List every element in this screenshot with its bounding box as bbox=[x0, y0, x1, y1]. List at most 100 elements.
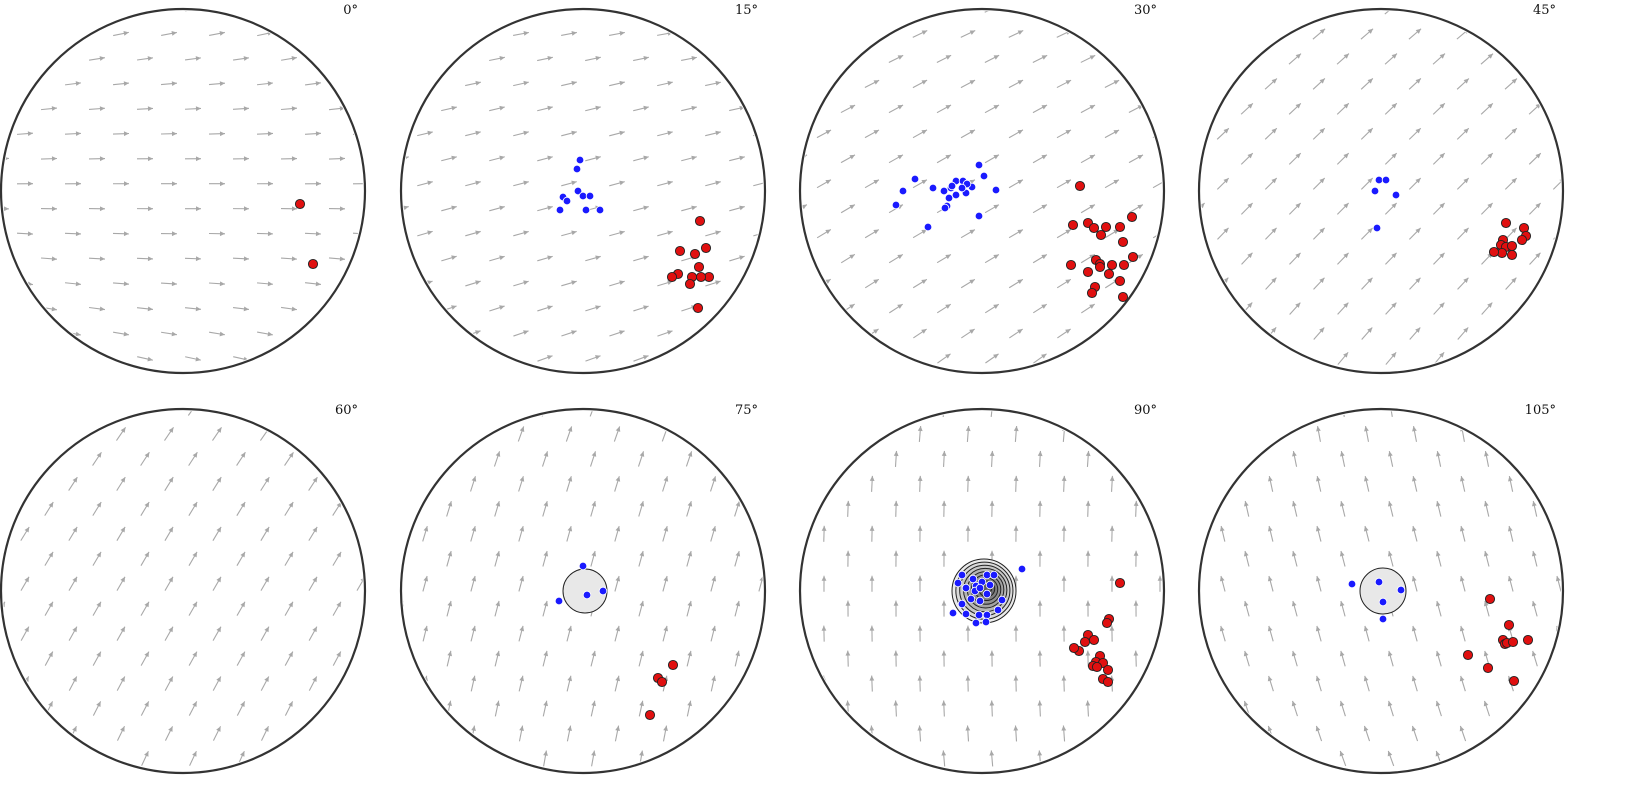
field-arrowhead bbox=[411, 332, 416, 337]
field-arrow bbox=[1581, 651, 1586, 666]
field-arrowhead bbox=[447, 551, 453, 557]
field-arrowhead bbox=[243, 256, 249, 262]
field-arrowhead bbox=[1201, 252, 1205, 259]
field-arrowhead bbox=[763, 280, 768, 285]
field-arrowhead bbox=[3, 357, 9, 362]
field-arrowhead bbox=[639, 551, 645, 557]
field-arrowhead bbox=[1243, 501, 1249, 507]
field-arrowhead bbox=[691, 55, 697, 61]
blue-point bbox=[1374, 175, 1384, 185]
field-arrow bbox=[350, 501, 355, 516]
field-arrowhead bbox=[567, 476, 573, 482]
field-arrowhead bbox=[1109, 525, 1115, 531]
field-arrow bbox=[1481, 351, 1493, 365]
field-arrow bbox=[751, 451, 753, 467]
field-arrow bbox=[380, 403, 390, 416]
field-arrowhead bbox=[384, 602, 389, 608]
field-arrow bbox=[1110, 725, 1114, 742]
field-arrowhead bbox=[1580, 601, 1585, 606]
field-arrowhead bbox=[567, 526, 573, 532]
blue-point bbox=[1391, 190, 1401, 200]
field-arrowhead bbox=[1439, 203, 1445, 209]
field-arrow bbox=[345, 306, 360, 312]
field-arrowhead bbox=[969, 30, 976, 35]
field-arrowhead bbox=[288, 651, 293, 658]
field-arrow bbox=[1170, 278, 1181, 290]
field-arrowhead bbox=[687, 700, 692, 707]
field-arrow bbox=[369, 82, 385, 85]
field-arrowhead bbox=[802, 55, 808, 60]
field-arrow bbox=[3, 501, 6, 516]
field-arrowhead bbox=[778, 80, 784, 84]
field-arrowhead bbox=[893, 650, 899, 656]
field-arrowhead bbox=[1608, 128, 1613, 133]
blue-point bbox=[953, 578, 963, 588]
field-arrowhead bbox=[1243, 600, 1249, 607]
field-arrowhead bbox=[873, 229, 879, 235]
field-arrowhead bbox=[523, 280, 529, 285]
field-arrow bbox=[309, 726, 317, 741]
field-arrow bbox=[1601, 79, 1613, 89]
field-arrowhead bbox=[412, 282, 417, 287]
field-arrowhead bbox=[1157, 475, 1162, 482]
red-point bbox=[307, 258, 319, 270]
field-arrowhead bbox=[1531, 551, 1537, 557]
field-arrow bbox=[1602, 327, 1612, 340]
stereonet-boundary bbox=[798, 407, 1166, 775]
red-point bbox=[1484, 593, 1496, 605]
field-arrowhead bbox=[216, 576, 222, 583]
field-arrowhead bbox=[1439, 153, 1445, 159]
field-arrowhead bbox=[591, 700, 596, 707]
field-arrow bbox=[441, 8, 457, 10]
panel-angle-label: 30° bbox=[1134, 3, 1157, 18]
field-arrow bbox=[1555, 725, 1561, 742]
field-arrow bbox=[1202, 329, 1215, 339]
field-arrowhead bbox=[715, 180, 721, 186]
field-arrow bbox=[445, 411, 453, 417]
field-arrowhead bbox=[1343, 203, 1349, 209]
field-arrow bbox=[1081, 353, 1095, 364]
field-arrowhead bbox=[75, 30, 81, 36]
field-arrowhead bbox=[312, 477, 318, 483]
red-point bbox=[294, 198, 306, 210]
field-arrow bbox=[329, 355, 345, 362]
field-arrowhead bbox=[1439, 302, 1445, 308]
field-arrowhead bbox=[1113, 129, 1120, 135]
field-arrowhead bbox=[1172, 426, 1177, 431]
field-arrowhead bbox=[825, 279, 831, 284]
field-arrow bbox=[889, 353, 903, 364]
field-arrowhead bbox=[1181, 651, 1186, 656]
field-arrowhead bbox=[1604, 526, 1609, 531]
field-arrowhead bbox=[1339, 700, 1345, 707]
field-arrowhead bbox=[1185, 354, 1190, 359]
field-arrow bbox=[403, 501, 404, 517]
field-arrowhead bbox=[1291, 501, 1297, 507]
field-arrowhead bbox=[120, 477, 126, 483]
field-arrow bbox=[1152, 30, 1162, 38]
field-arrow bbox=[681, 355, 697, 362]
field-arrowhead bbox=[595, 105, 601, 111]
field-arrowhead bbox=[753, 155, 759, 160]
field-arrowhead bbox=[897, 55, 904, 60]
field-arrow bbox=[403, 255, 409, 262]
field-arrow bbox=[403, 650, 404, 667]
blue-point bbox=[928, 183, 938, 193]
field-arrowhead bbox=[615, 426, 621, 432]
field-arrow bbox=[1552, 78, 1561, 90]
field-arrowhead bbox=[917, 525, 923, 531]
field-arrowhead bbox=[642, 355, 649, 360]
field-arrow bbox=[1577, 203, 1588, 214]
field-arrowhead bbox=[99, 106, 105, 112]
blue-point bbox=[1378, 614, 1388, 624]
field-arrow bbox=[1389, 411, 1393, 417]
field-arrow bbox=[1146, 352, 1156, 365]
field-arrow bbox=[1605, 626, 1610, 641]
field-arrowhead bbox=[764, 31, 769, 36]
field-arrowhead bbox=[1267, 625, 1273, 632]
field-arrowhead bbox=[946, 6, 952, 10]
field-arrowhead bbox=[1319, 227, 1325, 234]
field-arrow bbox=[377, 57, 393, 61]
field-arrow bbox=[1184, 651, 1185, 667]
field-arrowhead bbox=[1090, 6, 1096, 10]
vector-field bbox=[345, 8, 769, 362]
